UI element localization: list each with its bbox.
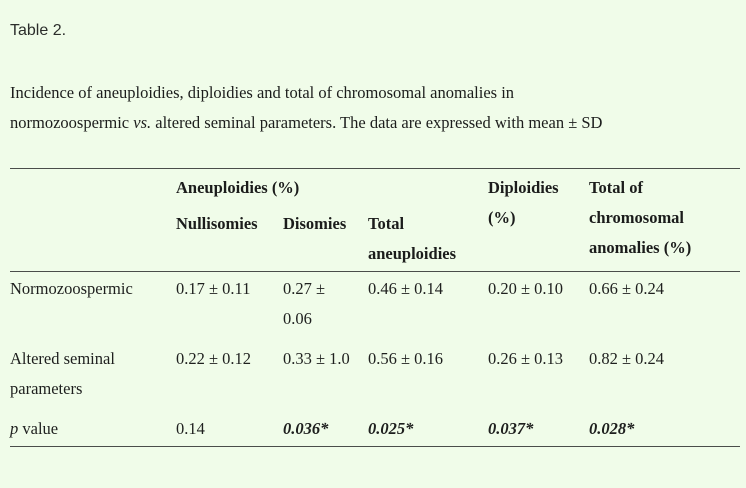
table-header-group-row: Aneuploidies (%) Diploidies (%) Total of… — [10, 169, 740, 257]
header-nullisomies: Nullisomies — [176, 214, 258, 233]
caption-text: Incidence of aneuploidies, diploidies an… — [10, 83, 515, 102]
cell-nullisomies: 0.17 ± 0.11 — [176, 271, 283, 342]
cell-total-aneuploidies: 0.56 ± 0.16 — [368, 349, 444, 368]
caption-line-1: Incidence of aneuploidies, diploidies an… — [10, 78, 740, 108]
table-row-altered-seminal: Altered seminal parameters 0.22 ± 0.12 0… — [10, 342, 740, 412]
caption-vs-italic: vs. — [133, 113, 152, 132]
header-total-anomalies: Total of chromosomal anomalies (%) — [589, 178, 692, 257]
caption-line-2: normozoospermic vs. altered seminal para… — [10, 108, 740, 138]
cell-disomies: 0.33 ± 1.0 — [283, 349, 350, 368]
cell-p-disomies: 0.036* — [283, 419, 329, 438]
data-table: Aneuploidies (%) Diploidies (%) Total of… — [10, 168, 740, 447]
header-diploidies: Diploidies (%) — [488, 178, 559, 227]
header-empty-cell — [10, 169, 176, 272]
table-row-p-value: p value 0.14 0.036* 0.025* 0.037* 0.028* — [10, 412, 740, 447]
cell-disomies: 0.27 ± 0.06 — [283, 271, 368, 342]
cell-total-aneuploidies: 0.46 ± 0.14 — [368, 271, 488, 342]
row-label: Altered seminal parameters — [10, 349, 115, 398]
cell-diploidies: 0.20 ± 0.10 — [488, 271, 589, 342]
table-caption: Incidence of aneuploidies, diploidies an… — [10, 78, 740, 138]
header-total-aneuploidies: Total aneuploidies — [368, 214, 457, 263]
cell-p-total-anomalies: 0.028* — [589, 419, 635, 438]
cell-total-anomalies: 0.82 ± 0.24 — [589, 349, 665, 368]
caption-text: altered seminal parameters. The data are… — [151, 113, 603, 132]
table-title: Table 2. — [10, 22, 67, 39]
cell-diploidies: 0.26 ± 0.13 — [488, 349, 564, 368]
table-row-normozoospermic: Normozoospermic 0.17 ± 0.11 0.27 ± 0.06 … — [10, 271, 740, 342]
p-italic: p — [10, 419, 19, 438]
row-label-p-value: p value — [10, 412, 176, 447]
caption-text: normozoospermic — [10, 113, 134, 132]
cell-total-anomalies: 0.66 ± 0.24 — [589, 271, 740, 342]
header-disomies: Disomies — [283, 214, 347, 233]
cell-p-total-aneuploidies: 0.025* — [368, 419, 414, 438]
article-table-section: Table 2. Incidence of aneuploidies, dipl… — [0, 19, 746, 447]
cell-nullisomies: 0.22 ± 0.12 — [176, 349, 252, 368]
header-aneuploidies: Aneuploidies (%) — [176, 178, 300, 197]
table-header-sub-row: Nullisomies Disomies Total aneuploidies — [10, 209, 740, 272]
cell-p-nullisomies: 0.14 — [176, 419, 205, 438]
cell-p-diploidies: 0.037* — [488, 419, 534, 438]
p-label-rest: value — [18, 419, 59, 438]
row-label: Normozoospermic — [10, 271, 176, 342]
